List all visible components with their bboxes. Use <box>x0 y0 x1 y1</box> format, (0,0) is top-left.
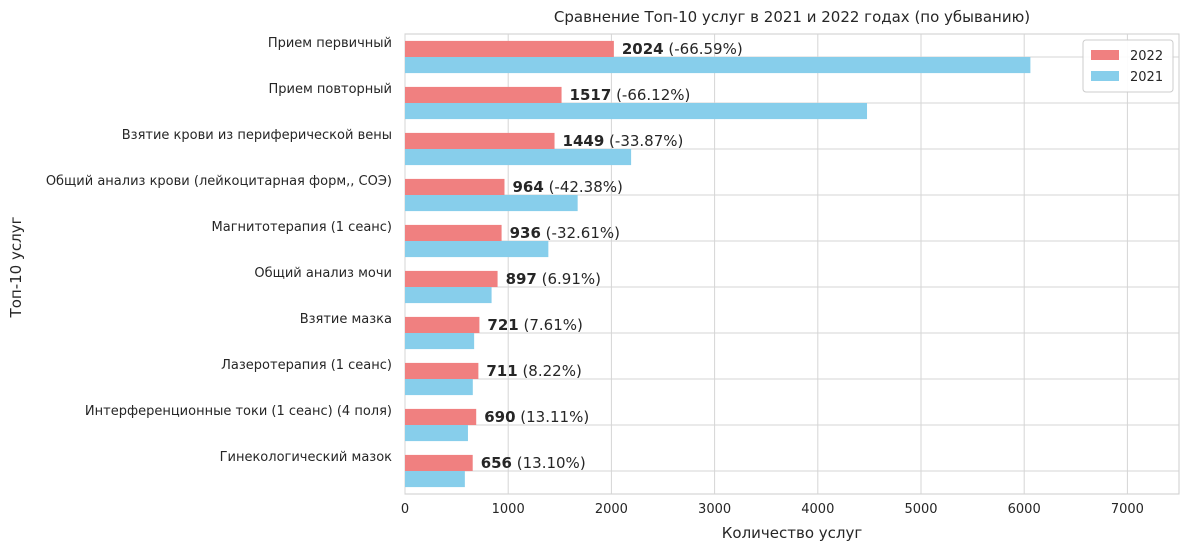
bar-2021 <box>405 287 492 304</box>
legend-label: 2021 <box>1130 70 1163 85</box>
category-label: Прием первичный <box>268 36 392 51</box>
bar-2021 <box>405 195 578 212</box>
legend-swatch <box>1091 50 1119 60</box>
data-label-value: 721 <box>487 316 518 334</box>
data-label: 936 (-32.61%) <box>510 224 620 242</box>
data-label: 690 (13.11%) <box>484 408 589 426</box>
data-label-value: 656 <box>481 454 512 472</box>
bar-2021 <box>405 471 465 488</box>
data-label-value: 690 <box>484 408 515 426</box>
bar-2021 <box>405 425 468 442</box>
data-label-change: (-66.59%) <box>664 40 743 58</box>
data-label-value: 711 <box>486 362 517 380</box>
data-label: 2024 (-66.59%) <box>622 40 743 58</box>
data-label-change: (7.61%) <box>519 316 583 334</box>
x-tick-label: 1000 <box>492 502 525 517</box>
bar-2021 <box>405 103 868 120</box>
x-tick-label: 4000 <box>801 502 834 517</box>
x-tick-label: 3000 <box>698 502 731 517</box>
bar-2021 <box>405 241 549 258</box>
bar-2022 <box>405 132 555 149</box>
category-label: Гинекологический мазок <box>220 450 393 465</box>
x-tick-label: 0 <box>401 502 409 517</box>
data-label-value: 1449 <box>563 132 605 150</box>
chart-title: Сравнение Топ-10 услуг в 2021 и 2022 год… <box>554 8 1030 26</box>
category-label: Общий анализ мочи <box>254 266 392 281</box>
data-label-value: 2024 <box>622 40 664 58</box>
data-label-value: 897 <box>506 270 537 288</box>
data-label-change: (-42.38%) <box>544 178 623 196</box>
data-label-change: (13.11%) <box>516 408 590 426</box>
data-label-change: (-33.87%) <box>604 132 683 150</box>
y-axis-title: Топ-10 услуг <box>7 216 25 318</box>
category-label: Лазеротерапия (1 сеанс) <box>221 358 392 373</box>
bar-2021 <box>405 57 1031 74</box>
bar-2022 <box>405 224 502 241</box>
data-label: 721 (7.61%) <box>487 316 582 334</box>
data-label-change: (13.10%) <box>512 454 586 472</box>
category-label: Взятие крови из периферической вены <box>122 128 392 143</box>
bar-2021 <box>405 379 473 396</box>
data-label-change: (8.22%) <box>518 362 582 380</box>
bar-2022 <box>405 454 473 471</box>
data-label: 1517 (-66.12%) <box>570 86 691 104</box>
bar-2021 <box>405 333 475 350</box>
category-label: Магнитотерапия (1 сеанс) <box>212 220 392 235</box>
data-label-change: (-66.12%) <box>611 86 690 104</box>
data-label: 656 (13.10%) <box>481 454 586 472</box>
bar-2022 <box>405 362 479 379</box>
data-label-value: 964 <box>512 178 543 196</box>
data-label: 964 (-42.38%) <box>512 178 622 196</box>
data-label: 711 (8.22%) <box>486 362 581 380</box>
bar-2022 <box>405 178 505 195</box>
data-label-change: (6.91%) <box>537 270 601 288</box>
bar-2021 <box>405 149 632 166</box>
bar-2022 <box>405 40 614 57</box>
category-label: Интерференционные токи (1 сеанс) (4 поля… <box>85 404 392 419</box>
x-axis-title: Количество услуг <box>722 524 863 542</box>
category-label: Прием повторный <box>268 82 392 97</box>
x-tick-label: 2000 <box>595 502 628 517</box>
bar-2022 <box>405 86 562 103</box>
bar-2022 <box>405 270 498 287</box>
x-tick-label: 5000 <box>904 502 937 517</box>
x-tick-label: 6000 <box>1008 502 1041 517</box>
category-label: Общий анализ крови (лейкоцитарная форм,,… <box>46 174 392 189</box>
data-label: 1449 (-33.87%) <box>563 132 684 150</box>
legend-swatch <box>1091 71 1119 81</box>
legend: 2022 2021 <box>1082 39 1174 93</box>
data-label-value: 936 <box>510 224 541 242</box>
bar-2022 <box>405 408 477 425</box>
category-label: Взятие мазка <box>300 312 392 327</box>
data-label-change: (-32.61%) <box>541 224 620 242</box>
data-label: 897 (6.91%) <box>506 270 601 288</box>
legend-label: 2022 <box>1130 49 1163 64</box>
bar-2022 <box>405 316 480 333</box>
data-label-value: 1517 <box>570 86 612 104</box>
x-tick-label: 7000 <box>1111 502 1144 517</box>
plot-area: 0 1000 2000 3000 4000 5000 6000 7000 Прием перви… <box>46 33 1180 517</box>
